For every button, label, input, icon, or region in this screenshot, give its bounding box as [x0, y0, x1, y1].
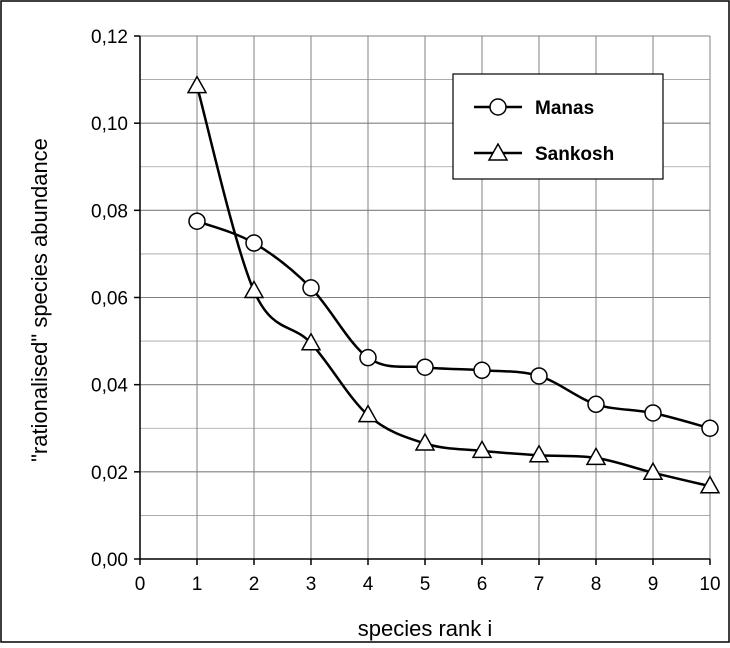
data-point-manas — [188, 212, 206, 230]
series-line-manas — [196, 220, 711, 430]
data-point-manas — [473, 361, 491, 380]
x-tick-label: 7 — [534, 574, 545, 595]
x-tick-label: 5 — [420, 574, 431, 595]
legend-sankosh-marker — [487, 142, 509, 161]
data-point-manas — [587, 395, 605, 414]
x-tick-label: 0 — [135, 574, 146, 595]
data-point-sankosh — [300, 332, 322, 351]
data-point-manas — [416, 358, 434, 376]
x-tick-label: 9 — [648, 574, 659, 595]
data-point-sankosh — [414, 432, 436, 451]
y-tick-label: 0,08 — [91, 201, 128, 222]
x-axis-title: species rank i — [358, 616, 493, 641]
data-point-manas — [245, 234, 263, 252]
data-point-sankosh — [642, 461, 664, 480]
legend-box — [452, 73, 664, 180]
data-point-sankosh — [471, 439, 493, 459]
legend: Manas Sankosh — [452, 73, 664, 180]
y-tick-labels: 0,00 0,02 0,04 0,06 0,08 0,10 0,12 — [91, 27, 128, 571]
legend-label-sankosh: Sankosh — [535, 144, 614, 165]
x-tick-label: 8 — [591, 574, 602, 595]
x-tick-label: 10 — [699, 574, 720, 595]
legend-manas-marker — [489, 98, 507, 116]
y-tick-label: 0,10 — [91, 114, 128, 135]
data-point-sankosh — [186, 75, 208, 94]
data-point-manas — [302, 279, 320, 297]
x-tick-label: 3 — [306, 574, 317, 595]
data-point-manas — [359, 348, 377, 367]
y-tick-label: 0,02 — [91, 463, 128, 484]
data-point-sankosh — [585, 446, 607, 466]
data-point-sankosh — [699, 475, 721, 494]
x-tick-label: 4 — [363, 574, 374, 595]
data-point-sankosh — [528, 444, 550, 463]
x-tick-label: 1 — [192, 574, 203, 595]
y-tick-label: 0,06 — [91, 289, 128, 310]
x-tick-label: 2 — [249, 574, 260, 595]
axes — [134, 35, 711, 565]
data-point-manas — [644, 404, 662, 422]
legend-label-manas: Manas — [535, 98, 594, 119]
x-tick-label: 6 — [477, 574, 488, 595]
y-tick-label: 0,04 — [91, 376, 128, 397]
y-axis-title: "rationalised" species abundance — [27, 138, 52, 462]
series-group — [186, 75, 721, 494]
data-point-manas — [530, 367, 548, 385]
y-tick-label: 0,00 — [91, 550, 128, 571]
data-point-sankosh — [243, 279, 265, 299]
data-point-manas — [701, 419, 719, 437]
x-tick-labels: 0 1 2 3 4 5 6 7 8 9 10 — [135, 574, 721, 595]
data-point-sankosh — [357, 404, 379, 423]
y-tick-label: 0,12 — [91, 27, 128, 48]
